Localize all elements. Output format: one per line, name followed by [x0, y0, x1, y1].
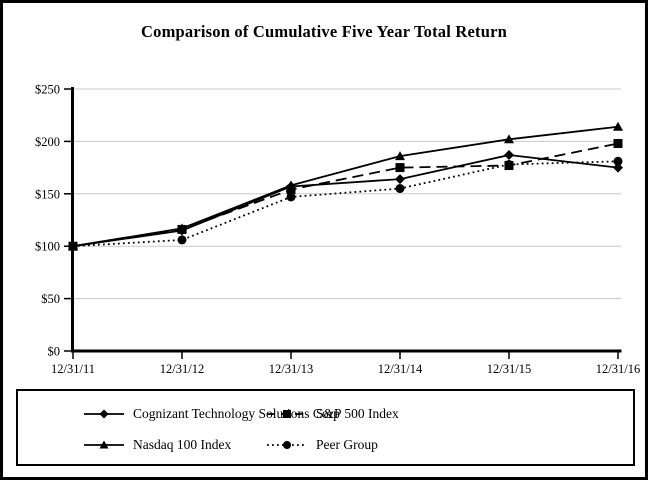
- legend-entry-sp500: S&P 500 Index: [267, 406, 633, 422]
- dotted-circle-line-sample-icon: [267, 441, 307, 449]
- legend-entry-cognizant: Cognizant Technology Solutions Corp: [84, 406, 340, 422]
- y-tick-label: $150: [35, 187, 60, 201]
- x-tick-label: 12/31/14: [378, 362, 423, 376]
- series-marker-diamond: [395, 174, 405, 185]
- series-marker-circle: [613, 156, 623, 166]
- series-marker-circle: [395, 184, 405, 194]
- x-tick-label: 12/31/15: [487, 362, 531, 376]
- legend-sample-marker: [283, 441, 291, 449]
- series-marker-circle: [68, 241, 78, 251]
- legend-sample-marker: [99, 409, 109, 419]
- chart-title: Comparison of Cumulative Five Year Total…: [141, 22, 507, 41]
- series-marker-diamond: [504, 150, 514, 161]
- series-marker-triangle: [177, 223, 187, 233]
- dashed-square-line-sample-icon: [267, 410, 307, 418]
- x-tick-label: 12/31/11: [51, 362, 95, 376]
- plot-area: $0 $50 $100 $150 $200 $250 12/31/11 12/31/12 12/…: [35, 83, 640, 377]
- series-marker-circle: [177, 235, 187, 245]
- legend-box: Cognizant Technology Solutions Corp S&P …: [16, 389, 635, 466]
- x-tick-label: 12/31/12: [160, 362, 204, 376]
- series-line-circle: [72, 160, 619, 248]
- solid-triangle-line-sample-icon: [84, 440, 124, 449]
- series-marker-triangle: [395, 151, 405, 161]
- legend-entry-nasdaq: Nasdaq 100 Index: [84, 437, 267, 453]
- solid-diamond-line-sample-icon: [84, 409, 124, 419]
- series-marker-diamond: [613, 162, 623, 173]
- series-marker-circle: [504, 159, 514, 169]
- series-marker-square: [286, 185, 296, 195]
- series-marker-triangle: [504, 134, 514, 144]
- series-marker-triangle: [286, 180, 296, 190]
- x-tick-label: 12/31/16: [596, 362, 640, 376]
- legend-sample-marker: [283, 410, 291, 418]
- legend-sample-marker: [99, 440, 109, 449]
- legend-label-nasdaq: Nasdaq 100 Index: [133, 437, 232, 452]
- legend-entry-peer-group: Peer Group: [267, 437, 633, 453]
- series-marker-triangle: [613, 121, 623, 131]
- legend-label-sp500: S&P 500 Index: [316, 406, 399, 421]
- legend-label-peer-group: Peer Group: [316, 437, 378, 452]
- x-tick-label: 12/31/13: [269, 362, 313, 376]
- y-tick-label: $250: [35, 83, 60, 97]
- y-tick-label: $0: [48, 345, 61, 359]
- series-line-triangle: [72, 125, 619, 248]
- series-marker-square: [395, 163, 405, 173]
- y-tick-label: $200: [35, 135, 60, 149]
- y-tick-label: $100: [35, 240, 60, 254]
- y-tick-label: $50: [41, 292, 60, 306]
- series-marker-circle: [286, 192, 296, 202]
- series-marker-square: [613, 138, 623, 148]
